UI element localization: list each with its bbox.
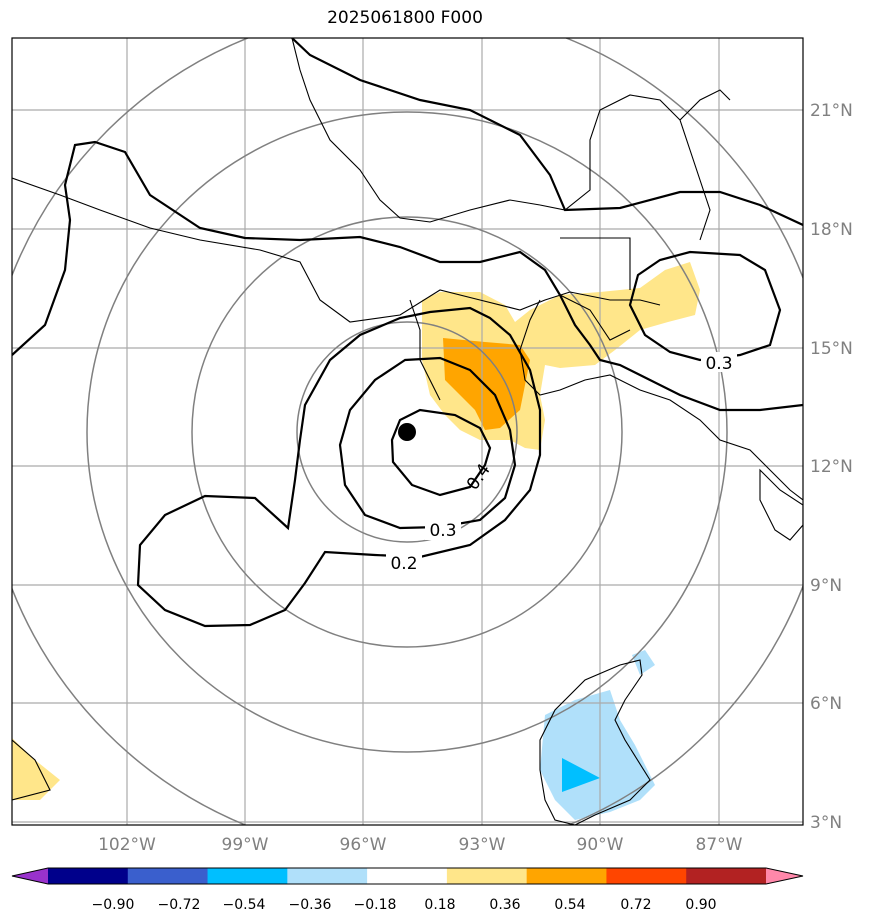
colorbar-bin: [686, 868, 767, 884]
coastlines: [12, 38, 803, 825]
contour-label-0-4: 0.4: [463, 460, 495, 494]
colorbar-tick-label: −0.54: [223, 897, 266, 913]
colorbar-tick-label: 0.36: [489, 897, 520, 913]
lon-label: 87°W: [696, 835, 743, 855]
map-area: 0.2 0.3 0.4 0.3: [12, 38, 803, 825]
colorbar-bin: [127, 868, 209, 884]
storm-center-marker: [398, 423, 416, 441]
contour-labels: 0.2 0.3 0.4 0.3: [386, 352, 737, 574]
contour-label-0-3: 0.3: [429, 521, 456, 541]
colorbar-tick-label: −0.72: [158, 897, 201, 913]
colorbar-tick-label: −0.90: [92, 897, 135, 913]
graticule: [12, 38, 803, 825]
lat-label: 21°N: [810, 101, 853, 121]
colorbar-bin: [48, 868, 129, 884]
lon-label: 99°W: [222, 835, 269, 855]
colorbar-tick-label: −0.36: [289, 897, 332, 913]
colorbar-tick-label: −0.18: [354, 897, 397, 913]
lon-label: 102°W: [98, 835, 156, 855]
lat-label: 9°N: [810, 576, 842, 596]
colorbar-bin: [526, 868, 607, 884]
colorbar: [11, 867, 804, 885]
colorbar-outline: [11, 867, 804, 885]
lat-label: 3°N: [810, 813, 842, 833]
colorbar-tick-label: 0.54: [554, 897, 585, 913]
lat-label: 15°N: [810, 339, 853, 359]
colorbar-extend-min: [12, 868, 48, 884]
lat-axis-labels: 21°N 18°N 15°N 12°N 9°N 6°N 3°N: [810, 101, 853, 833]
lat-label: 6°N: [810, 694, 842, 714]
negative-shading: [540, 650, 655, 820]
lon-label: 90°W: [577, 835, 624, 855]
colorbar-tick-label: 0.72: [620, 897, 651, 913]
colorbar-bin: [367, 868, 448, 884]
lon-label: 93°W: [459, 835, 506, 855]
positive-shading: [12, 262, 700, 800]
colorbar-bin: [207, 868, 288, 884]
contour-label-0-3b: 0.3: [705, 354, 732, 374]
map-title: 2025061800 F000: [327, 8, 483, 28]
colorbar-tick-label: 0.18: [424, 897, 455, 913]
contour-label-0-2: 0.2: [390, 554, 417, 574]
range-rings: [12, 38, 803, 825]
map-frame: [11, 37, 804, 826]
lat-label: 18°N: [810, 220, 853, 240]
colorbar-ticks: −0.90 −0.72 −0.54 −0.36 −0.18 0.18 0.36 …: [92, 897, 717, 913]
colorbar-bin: [446, 868, 528, 884]
colorbar-bin: [287, 868, 368, 884]
colorbar-extend-max: [766, 868, 803, 884]
colorbar-tick-label: 0.90: [685, 897, 716, 913]
lat-label: 12°N: [810, 457, 853, 477]
lon-label: 96°W: [340, 835, 387, 855]
contours: [12, 38, 803, 628]
colorbar-bin: [606, 868, 687, 884]
lon-axis-labels: 102°W 99°W 96°W 93°W 90°W 87°W: [98, 835, 743, 855]
